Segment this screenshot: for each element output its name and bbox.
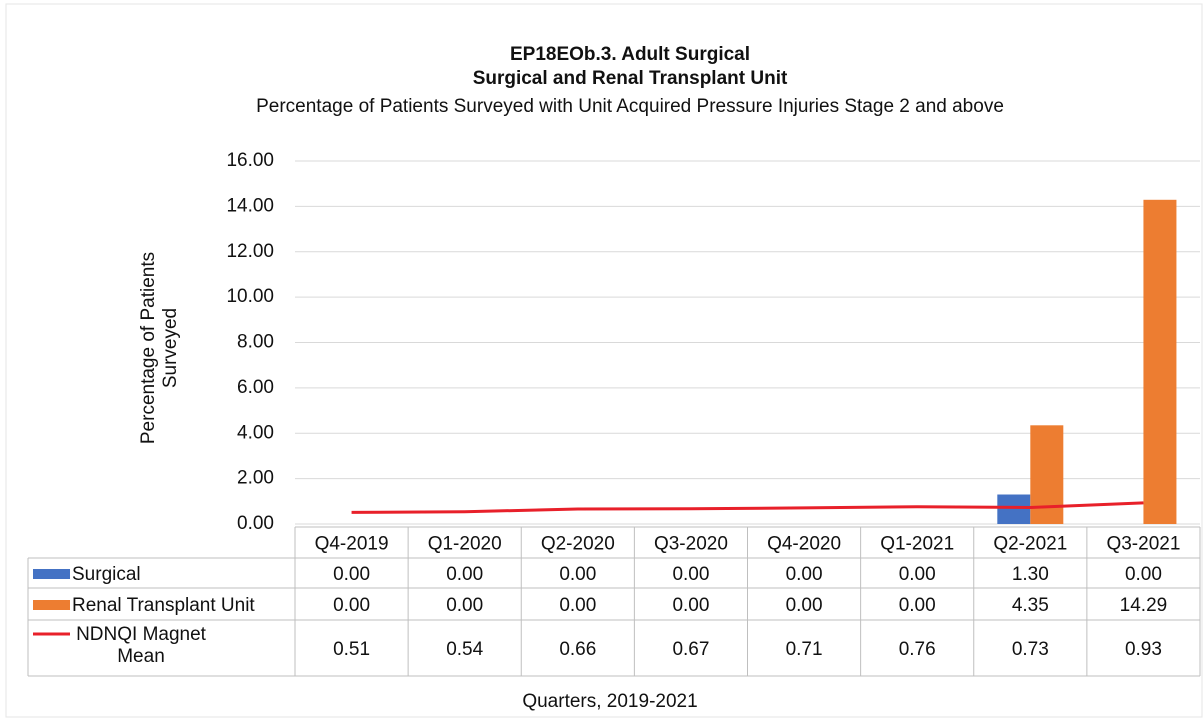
table-value: 0.00	[446, 595, 483, 616]
chart-description: Percentage of Patients Surveyed with Uni…	[256, 96, 1004, 117]
legend-swatch	[33, 569, 70, 579]
table-value: 1.30	[1012, 564, 1049, 585]
table-value: 0.73	[1012, 639, 1049, 660]
y-tick-label: 6.00	[237, 377, 274, 398]
legend-label: Renal Transplant Unit	[72, 595, 255, 616]
bar	[1143, 199, 1177, 524]
x-tick-label: Q3-2021	[1106, 534, 1180, 555]
y-axis-label: Percentage of Patients Surveyed	[138, 251, 181, 445]
bar	[1030, 425, 1064, 524]
x-tick-label: Q4-2019	[315, 534, 389, 555]
table-value: 0.00	[1125, 564, 1162, 585]
table-value: 0.00	[672, 595, 709, 616]
y-tick-label: 10.00	[226, 286, 274, 307]
legend-swatch	[33, 600, 70, 610]
table-value: 0.00	[786, 595, 823, 616]
chart-title: EP18EOb.3. Adult Surgical	[510, 44, 750, 65]
table-value: 0.93	[1125, 639, 1162, 660]
legend-label: NDNQI Magnet Mean	[76, 624, 206, 667]
y-tick-label: 4.00	[237, 422, 274, 443]
y-tick-label: 8.00	[237, 332, 274, 353]
table-value: 0.00	[899, 595, 936, 616]
table-value: 0.51	[333, 639, 370, 660]
table-value: 0.00	[333, 595, 370, 616]
x-tick-label: Q4-2020	[767, 534, 841, 555]
legend-label: Surgical	[72, 564, 141, 585]
table-value: 0.00	[786, 564, 823, 585]
y-tick-label: 14.00	[226, 195, 274, 216]
table-value: 4.35	[1012, 595, 1049, 616]
table-value: 0.00	[899, 564, 936, 585]
table-value: 0.00	[446, 564, 483, 585]
table-value: 0.76	[899, 639, 936, 660]
y-tick-label: 2.00	[237, 468, 274, 489]
y-tick-label: 16.00	[226, 150, 274, 171]
x-axis-label: Quarters, 2019-2021	[522, 691, 697, 712]
x-tick-label: Q1-2021	[880, 534, 954, 555]
table-value: 0.54	[446, 639, 483, 660]
line	[351, 501, 1144, 514]
x-tick-label: Q3-2020	[654, 534, 728, 555]
table-value: 0.71	[786, 639, 823, 660]
chart-subtitle: Surgical and Renal Transplant Unit	[473, 68, 788, 89]
table-value: 14.29	[1120, 595, 1168, 616]
x-tick-label: Q2-2020	[541, 534, 615, 555]
table-value: 0.00	[672, 564, 709, 585]
bar	[997, 494, 1031, 524]
y-tick-label: 0.00	[237, 513, 274, 534]
table-value: 0.66	[559, 639, 596, 660]
x-tick-label: Q1-2020	[428, 534, 502, 555]
table-value: 0.67	[672, 639, 709, 660]
y-tick-label: 12.00	[226, 241, 274, 262]
x-tick-label: Q2-2021	[993, 534, 1067, 555]
table-value: 0.00	[333, 564, 370, 585]
table-value: 0.00	[559, 564, 596, 585]
table-value: 0.00	[559, 595, 596, 616]
frame	[5, 3, 1203, 718]
